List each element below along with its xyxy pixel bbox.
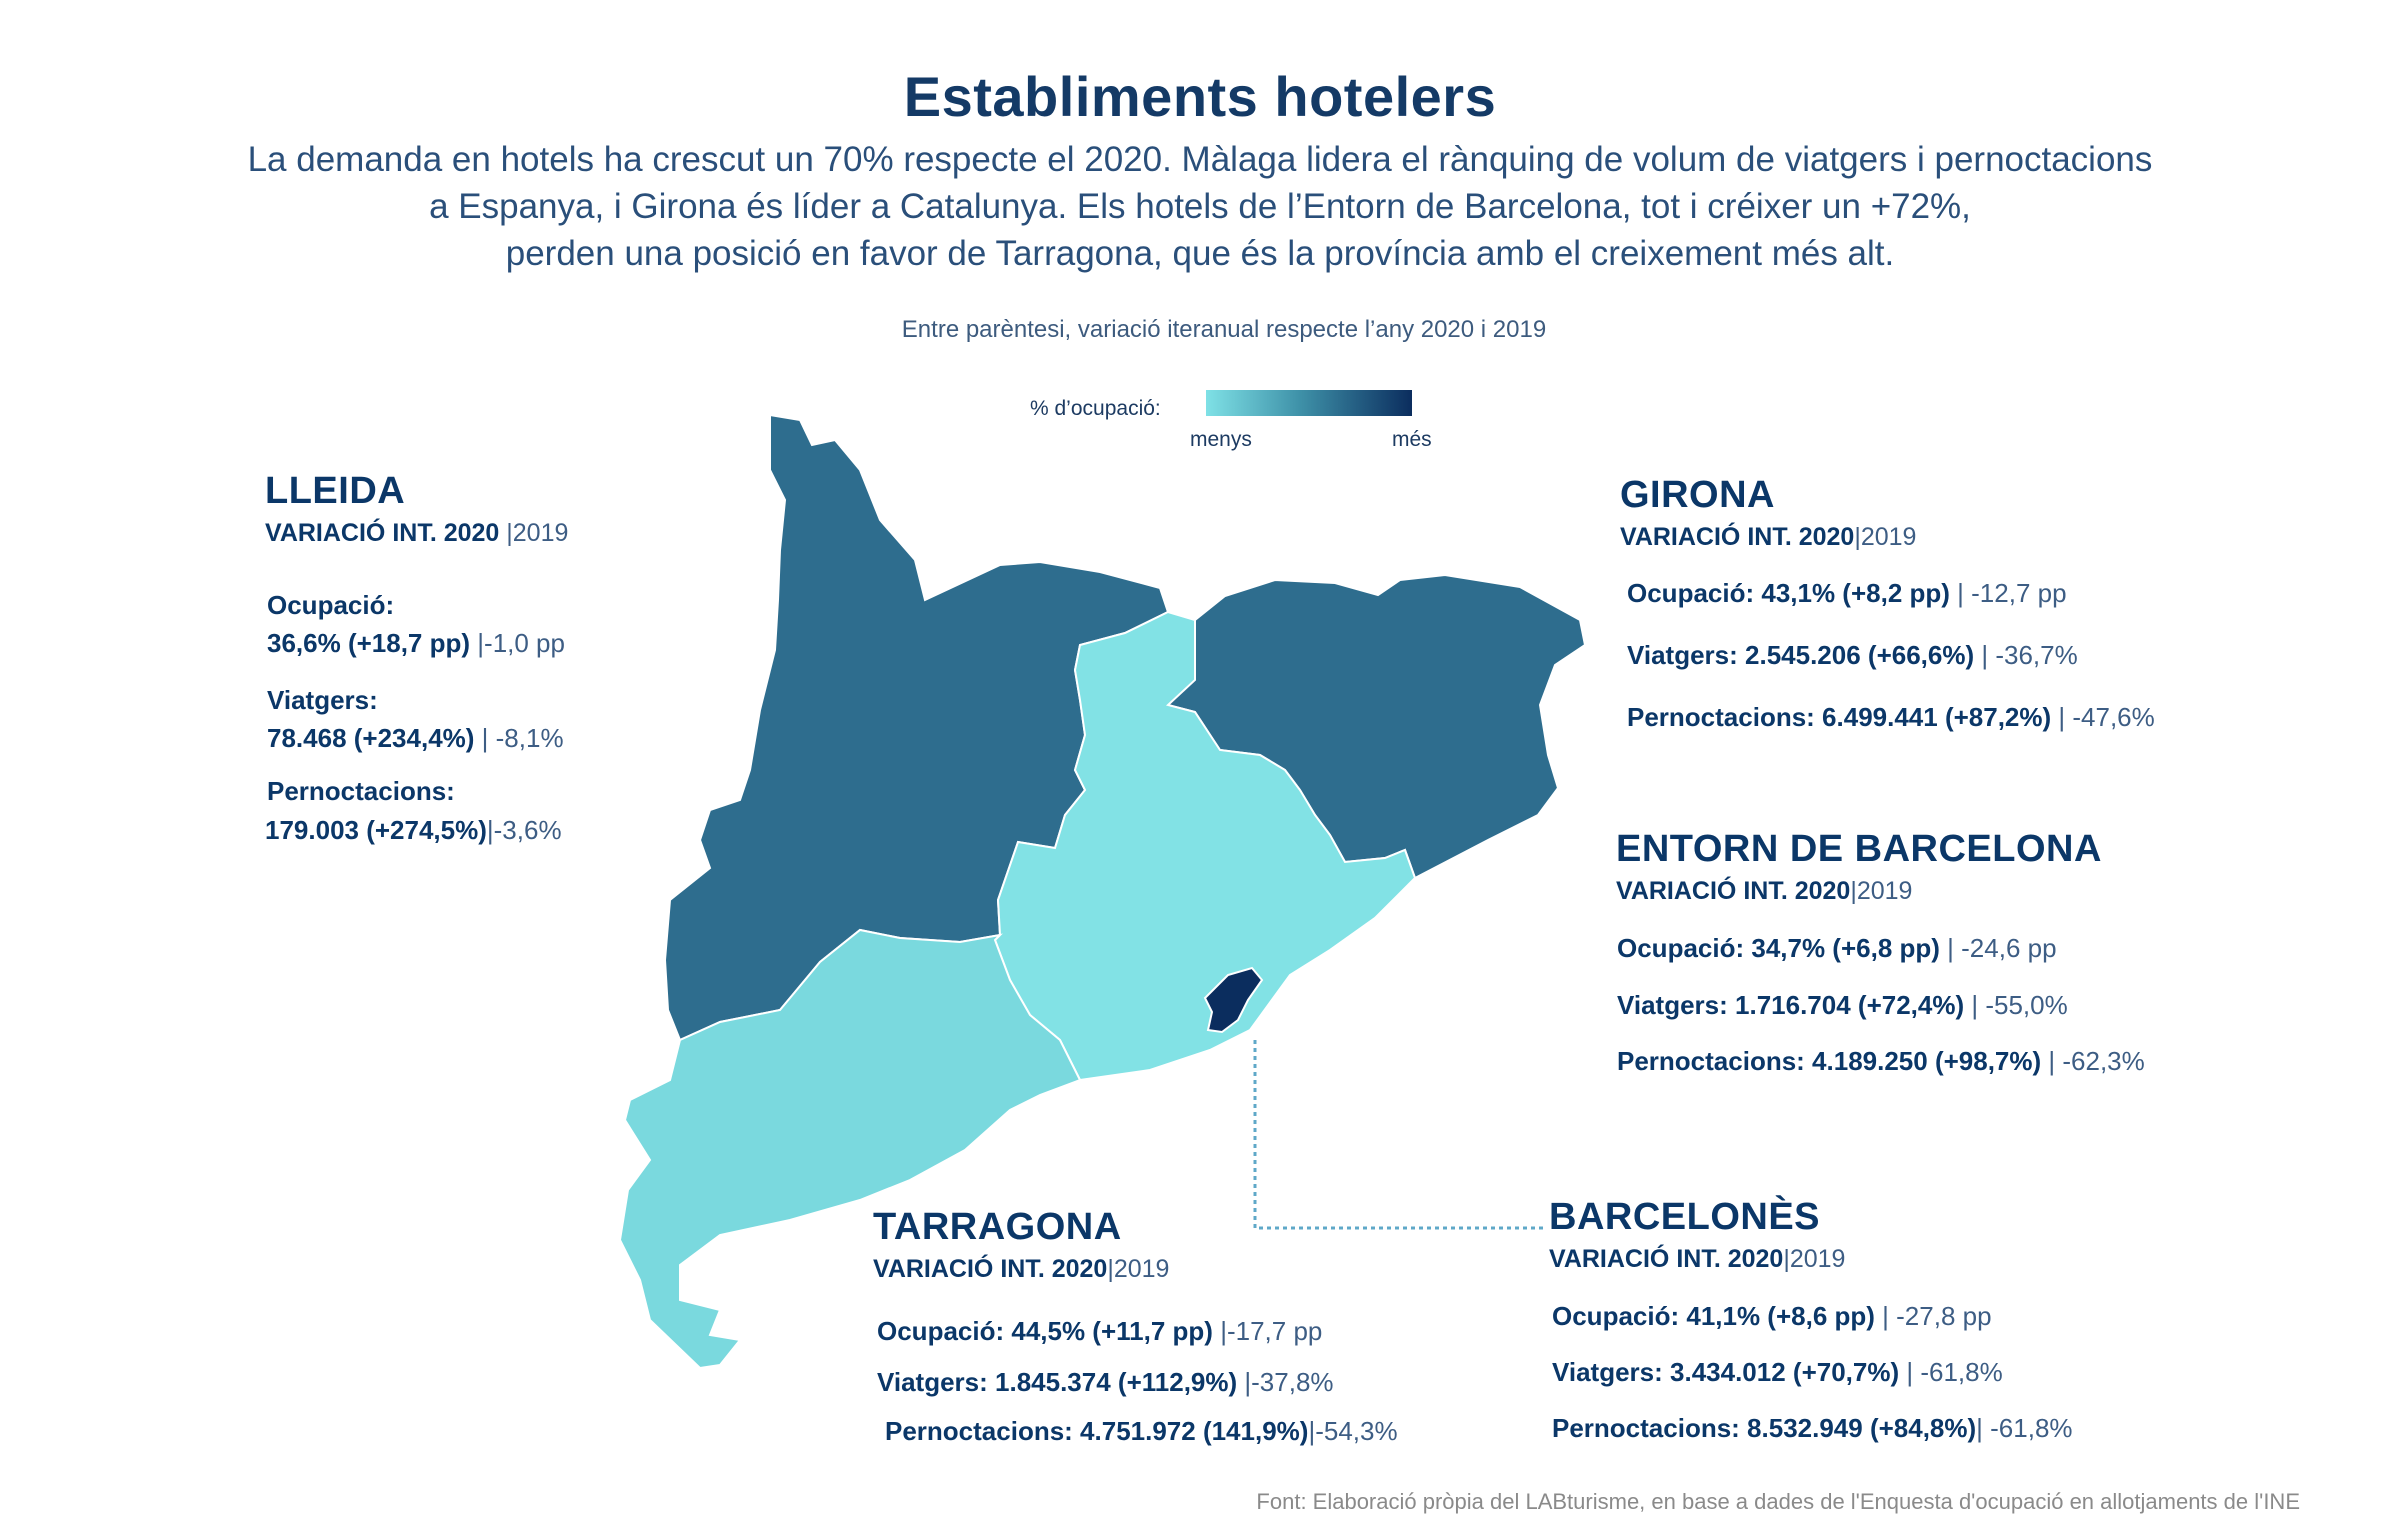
page-title: Establiments hotelers xyxy=(903,65,1497,128)
barcelones-viatgers: Viatgers: 3.434.012 (+70,7%) | -61,8% xyxy=(1552,1357,2003,1387)
lleida-ocupacio-label: Ocupació: xyxy=(267,590,395,620)
entorn-panel: ENTORN DE BARCELONA VARIACIÓ INT. 2020|2… xyxy=(1616,828,2102,906)
legend-max-label: més xyxy=(1392,428,1432,451)
barcelones-pernoctacions: Pernoctacions: 8.532.949 (+84,8%)| -61,8… xyxy=(1552,1413,2073,1443)
page-subtitle: La demanda en hotels ha crescut un 70% r… xyxy=(0,136,2400,277)
lleida-ocupacio: 36,6% (+18,7 pp) |-1,0 pp xyxy=(267,628,565,658)
entorn-ocupacio: Ocupació: 34,7% (+6,8 pp) | -24,6 pp xyxy=(1617,933,2057,963)
barcelones-leader-line xyxy=(1253,1040,1545,1230)
tarragona-title: TARRAGONA xyxy=(873,1206,1122,1248)
entorn-viatgers: Viatgers: 1.716.704 (+72,4%) | -55,0% xyxy=(1617,990,2068,1020)
entorn-title: ENTORN DE BARCELONA xyxy=(1616,828,2102,870)
tarragona-ocupacio: Ocupació: 44,5% (+11,7 pp) |-17,7 pp xyxy=(877,1316,1323,1346)
tarragona-variation-header: VARIACIÓ INT. 2020|2019 xyxy=(873,1255,1170,1283)
subtitle-line-1: La demanda en hotels ha crescut un 70% r… xyxy=(247,140,2153,179)
legend-min-label: menys xyxy=(1190,428,1252,451)
girona-pernoctacions: Pernoctacions: 6.499.441 (+87,2%) | -47,… xyxy=(1627,702,2155,732)
lleida-panel: LLEIDA VARIACIÓ INT. 2020 |2019 xyxy=(265,470,568,548)
barcelones-title: BARCELONÈS xyxy=(1549,1196,1821,1238)
lleida-title: LLEIDA xyxy=(265,470,406,512)
girona-variation-header: VARIACIÓ INT. 2020|2019 xyxy=(1620,523,1917,551)
lleida-header-light: |2019 xyxy=(506,519,569,547)
subtitle-line-2: a Espanya, i Girona és líder a Catalunya… xyxy=(429,187,1971,226)
region-barcelones[interactable] xyxy=(1203,966,1264,1034)
tarragona-pernoctacions: Pernoctacions: 4.751.972 (141,9%)|-54,3% xyxy=(885,1416,1398,1446)
lleida-viatgers: 78.468 (+234,4%) | -8,1% xyxy=(267,723,564,753)
entorn-pernoctacions: Pernoctacions: 4.189.250 (+98,7%) | -62,… xyxy=(1617,1046,2145,1076)
girona-ocupacio: Ocupació: 43,1% (+8,2 pp) | -12,7 pp xyxy=(1627,578,2067,608)
legend-label: % d’ocupació: xyxy=(1030,397,1161,420)
girona-panel: GIRONA VARIACIÓ INT. 2020|2019 xyxy=(1620,474,1916,552)
lleida-pernoctacions-label: Pernoctacions: xyxy=(267,776,455,806)
barcelones-ocupacio: Ocupació: 41,1% (+8,6 pp) | -27,8 pp xyxy=(1552,1301,1992,1331)
barcelones-panel: BARCELONÈS VARIACIÓ INT. 2020|2019 xyxy=(1549,1196,1845,1274)
lleida-pernoctacions: 179.003 (+274,5%)|-3,6% xyxy=(265,815,562,845)
barcelones-variation-header: VARIACIÓ INT. 2020|2019 xyxy=(1549,1245,1846,1273)
tarragona-panel: TARRAGONA VARIACIÓ INT. 2020|2019 xyxy=(873,1206,1169,1284)
tarragona-viatgers: Viatgers: 1.845.374 (+112,9%) |-37,8% xyxy=(877,1367,1334,1397)
lleida-variation-header: VARIACIÓ INT. 2020 |2019 xyxy=(265,519,568,548)
entorn-variation-header: VARIACIÓ INT. 2020|2019 xyxy=(1616,877,1913,905)
girona-title: GIRONA xyxy=(1620,474,1775,516)
region-entorn-barcelona[interactable] xyxy=(993,610,1417,1082)
legend-color-bar xyxy=(1206,390,1412,416)
source-note: Font: Elaboració pròpia del LABturisme, … xyxy=(1256,1489,2300,1514)
lleida-header-bold: VARIACIÓ INT. 2020 xyxy=(265,519,500,547)
lleida-viatgers-label: Viatgers: xyxy=(267,685,378,715)
region-tarragona[interactable] xyxy=(618,928,1082,1370)
subtitle-line-3: perden una posició en favor de Tarragona… xyxy=(505,234,1895,273)
variation-note: Entre parèntesi, variació iteranual resp… xyxy=(901,316,1547,343)
girona-viatgers: Viatgers: 2.545.206 (+66,6%) | -36,7% xyxy=(1627,640,2078,670)
